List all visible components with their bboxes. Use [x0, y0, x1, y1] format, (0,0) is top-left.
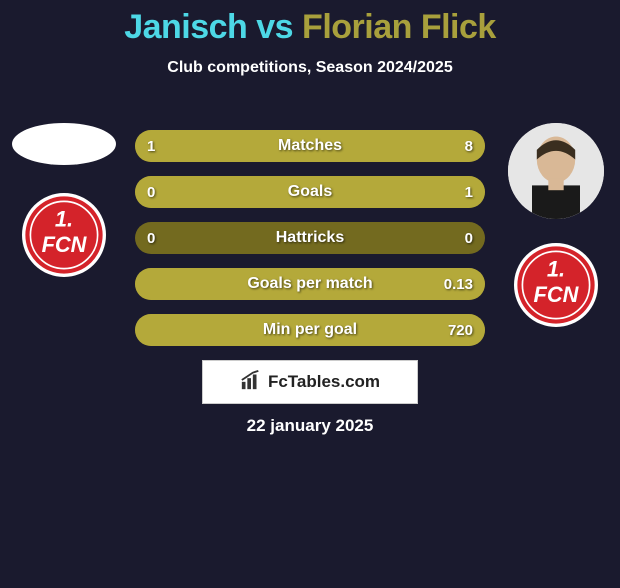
player1-club-badge: 1. FCN: [22, 193, 106, 277]
svg-text:1.: 1.: [55, 207, 73, 232]
stat-value-right: 0.13: [444, 268, 473, 300]
player2-avatar: [508, 123, 604, 219]
player1-avatar-placeholder: [12, 123, 116, 165]
player2-club-badge: 1. FCN: [514, 243, 598, 327]
chart-icon: [240, 369, 262, 396]
player2-column: 1. FCN: [500, 123, 612, 327]
stat-row: Goals per match0.13: [135, 268, 485, 300]
stat-row: 0Goals1: [135, 176, 485, 208]
page-title: Janisch vs Florian Flick: [0, 8, 620, 47]
svg-text:FCN: FCN: [534, 282, 580, 307]
stat-value-right: 1: [465, 176, 473, 208]
player1-name: Janisch: [124, 8, 247, 46]
stat-value-right: 8: [465, 130, 473, 162]
stat-label: Hattricks: [135, 222, 485, 254]
subtitle: Club competitions, Season 2024/2025: [0, 59, 620, 77]
stats-container: 1Matches80Goals10Hattricks0Goals per mat…: [135, 130, 485, 360]
source-attribution: FcTables.com: [202, 360, 418, 404]
stat-label: Matches: [135, 130, 485, 162]
source-text: FcTables.com: [268, 372, 380, 392]
stat-row: 0Hattricks0: [135, 222, 485, 254]
stat-label: Goals: [135, 176, 485, 208]
stat-label: Min per goal: [135, 314, 485, 346]
svg-text:1.: 1.: [547, 257, 565, 282]
stat-value-right: 720: [448, 314, 473, 346]
stat-row: 1Matches8: [135, 130, 485, 162]
vs-label: vs: [256, 8, 293, 46]
player2-name: Florian Flick: [302, 8, 496, 46]
stat-row: Min per goal720: [135, 314, 485, 346]
stat-value-right: 0: [465, 222, 473, 254]
stat-label: Goals per match: [135, 268, 485, 300]
svg-text:FCN: FCN: [42, 232, 88, 257]
player1-column: 1. FCN: [8, 123, 120, 277]
date: 22 january 2025: [0, 416, 620, 436]
